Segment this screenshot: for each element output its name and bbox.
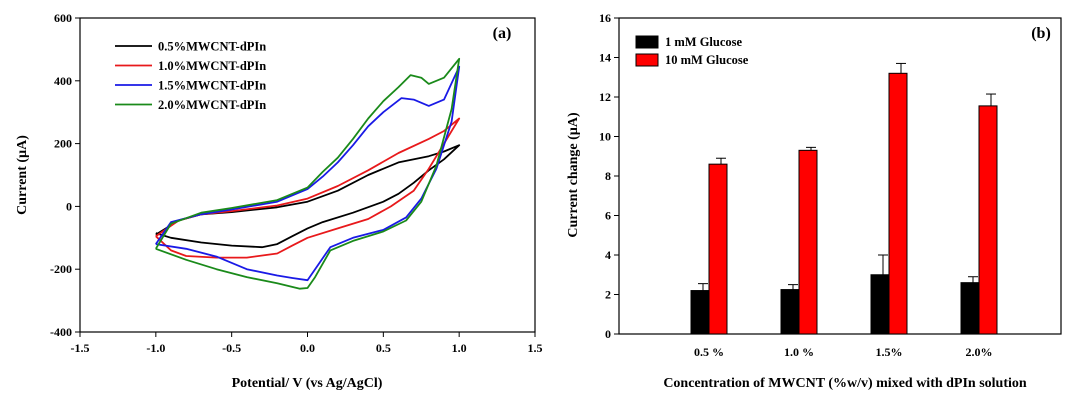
legend-label: 1.5%MWCNT-dPIn [158, 79, 266, 93]
legend-label: 2.0%MWCNT-dPIn [158, 98, 266, 112]
cv-curve-3 [155, 65, 461, 282]
y-tick-label: 10 [599, 130, 611, 144]
cv-curve-4 [155, 57, 461, 290]
y-axis-title-a: Current (µA) [15, 135, 30, 215]
y-tick-label: 200 [54, 137, 72, 151]
y-axis-title-b: Current change (µA) [566, 112, 581, 238]
y-tick-label: -200 [50, 262, 72, 276]
bar-10mm-2 [798, 149, 818, 335]
y-tick-label: 0 [605, 327, 611, 341]
category-label: 2.0% [966, 345, 993, 359]
panel-label-b: (b) [1031, 25, 1051, 42]
y-tick-label: 2 [605, 288, 611, 302]
y-tick-label: 4 [605, 248, 611, 262]
category-label: 1.5% [876, 345, 903, 359]
bar-10mm-4 [978, 105, 998, 335]
y-tick-label: 0 [66, 199, 72, 213]
bar-10mm-1 [708, 163, 728, 335]
legend-b: 1 mM Glucose 10 mM Glucose [635, 35, 749, 67]
bar-10mm-3 [888, 72, 908, 335]
x-tick-label: -1.0 [146, 341, 165, 355]
y-tick-label: 6 [605, 209, 611, 223]
panel-label-a: (a) [493, 25, 512, 42]
current-change-bar-chart: 0 2 4 6 8 10 12 14 16 0.5 % 1.0 % 1.5% 2.0% 1 mM Gl… [566, 11, 1062, 391]
cv-curve-2 [155, 117, 461, 259]
bars [690, 62, 998, 335]
cv-curves [155, 57, 461, 290]
bar-1mm-3 [870, 274, 890, 335]
legend-swatch [635, 53, 659, 67]
y-axis-ticks-b: 0 2 4 6 8 10 12 14 16 [599, 11, 619, 341]
cyclic-voltammetry-chart: -400 -200 0 200 400 600 -1.5 -1.0 -0.5 0.0 0.5 1.0… [15, 11, 543, 391]
y-tick-label: 400 [54, 74, 72, 88]
x-axis-title-b: Concentration of MWCNT (%w/v) mixed with… [663, 376, 1027, 391]
category-label: 1.0 % [784, 345, 814, 359]
x-tick-label: 0.0 [300, 341, 315, 355]
y-tick-label: 14 [599, 51, 611, 65]
x-axis-ticks-a: -1.5 -1.0 -0.5 0.0 0.5 1.0 1.5 [71, 332, 543, 355]
legend-label: 1.0%MWCNT-dPIn [158, 59, 266, 73]
legend-label: 10 mM Glucose [665, 53, 749, 67]
y-tick-label: -400 [50, 325, 72, 339]
y-tick-label: 600 [54, 11, 72, 25]
legend-a: 0.5%MWCNT-dPIn 1.0%MWCNT-dPIn 1.5%MWCNT-dP… [115, 40, 266, 112]
y-tick-label: 16 [599, 11, 611, 25]
x-tick-label: -1.5 [71, 341, 90, 355]
legend-label: 1 mM Glucose [665, 35, 743, 49]
category-label: 0.5 % [694, 345, 724, 359]
x-tick-label: 0.5 [376, 341, 391, 355]
bar-1mm-2 [780, 289, 800, 335]
y-axis-ticks-a: -400 -200 0 200 400 600 [50, 11, 80, 339]
y-tick-label: 8 [605, 169, 611, 183]
x-tick-label: -0.5 [222, 341, 241, 355]
x-axis-ticks-b: 0.5 % 1.0 % 1.5% 2.0% [694, 345, 993, 359]
legend-label: 0.5%MWCNT-dPIn [158, 40, 266, 54]
x-axis-title-a: Potential/ V (vs Ag/AgCl) [232, 376, 383, 391]
x-tick-label: 1.5 [528, 341, 543, 355]
legend-swatch [635, 35, 659, 49]
bar-1mm-1 [690, 290, 710, 335]
x-tick-label: 1.0 [452, 341, 467, 355]
y-tick-label: 12 [599, 90, 611, 104]
bar-1mm-4 [960, 282, 980, 335]
cv-curve-1 [155, 144, 461, 249]
